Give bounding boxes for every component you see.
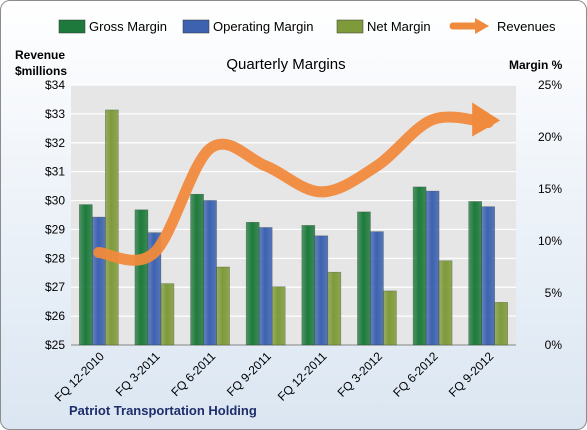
x-tick-label: FQ 12-2010 (52, 349, 107, 404)
bar-operating-margin (92, 216, 106, 346)
bar-operating-margin (258, 227, 273, 346)
bar-net-margin (216, 266, 230, 346)
legend-label: Gross Margin (89, 19, 167, 34)
y-right-tick-label: 15% (538, 182, 562, 196)
bar-net-margin (271, 286, 286, 346)
bar-operating-margin (425, 190, 440, 346)
revenue-line (93, 102, 501, 266)
revenue-point (209, 147, 212, 150)
y-right-tick-label: 20% (538, 130, 562, 144)
bar-gross-margin (412, 186, 427, 346)
legend-arrow-icon (475, 18, 489, 34)
y-left-title-line1: Revenue (15, 48, 65, 62)
legend-label: Revenues (497, 19, 556, 34)
legend-swatch-gross-margin (58, 19, 86, 34)
revenue-line-path (93, 111, 494, 266)
source-label: Patriot Transportation Holding (69, 403, 257, 418)
bar-gross-margin (301, 225, 316, 346)
bar-gross-margin (134, 209, 149, 346)
x-tick-label: FQ 9-2012 (446, 349, 497, 400)
bar-gross-margin (79, 204, 93, 346)
y-right-ticks: 0% 5% 10% 15% 20% 25% (538, 78, 562, 352)
bar-gross-margin (468, 201, 482, 346)
chart-title: Quarterly Margins (226, 56, 345, 73)
bar-operating-margin (203, 200, 217, 346)
y-left-tick-label: $33 (45, 107, 65, 121)
bar-operating-margin (370, 231, 384, 346)
bar-gross-margin (245, 221, 260, 346)
bars (79, 109, 508, 346)
y-right-title: Margin % (509, 58, 563, 72)
revenue-arrowhead (472, 102, 501, 137)
revenue-point (320, 190, 323, 193)
legend-label: Operating Margin (213, 19, 313, 34)
x-tick-label: FQ 9-2011 (224, 349, 274, 399)
bar-operating-margin (481, 206, 495, 346)
bar-gross-margin (190, 193, 204, 346)
y-left-tick-label: $28 (45, 251, 65, 265)
y-right-tick-label: 10% (538, 234, 562, 248)
y-right-tick-label: 0% (545, 338, 563, 352)
y-left-tick-label: $34 (45, 78, 65, 92)
revenue-point (264, 164, 267, 167)
revenue-point (97, 251, 100, 254)
legend-swatch-operating-margin (182, 19, 210, 34)
bar-net-margin (494, 302, 508, 346)
legend: Gross Margin Operating Margin Net Margin Re… (58, 18, 556, 34)
revenue-point (487, 121, 490, 124)
y-left-ticks: $25 $26 $27 $28 $29 $30 $31 $32 $33 $34 (45, 78, 65, 352)
y-right-tick-label: 5% (545, 286, 563, 300)
y-right-tick-label: 25% (538, 78, 562, 92)
y-left-tick-label: $31 (45, 165, 65, 179)
bar-gross-margin (357, 211, 371, 346)
y-left-tick-label: $26 (45, 309, 65, 323)
bar-net-margin (160, 283, 175, 346)
x-tick-label: FQ 12-2011 (275, 349, 330, 404)
legend-swatch-net-margin (336, 19, 364, 34)
bar-net-margin (383, 290, 397, 346)
x-tick-label: FQ 6-2012 (390, 349, 441, 400)
bar-net-margin (438, 260, 453, 346)
revenue-point (153, 251, 156, 254)
y-left-tick-label: $29 (45, 222, 65, 236)
revenue-point (375, 164, 378, 167)
bar-net-margin (105, 109, 119, 346)
y-left-tick-label: $25 (45, 338, 65, 352)
y-left-tick-label: $27 (45, 280, 65, 294)
revenue-point (431, 118, 434, 121)
y-left-tick-label: $32 (45, 136, 65, 150)
y-left-title-line2: $millions (15, 64, 67, 78)
legend-label: Net Margin (367, 19, 431, 34)
x-tick-label: FQ 3-2012 (335, 349, 386, 400)
y-left-tick-label: $30 (45, 194, 65, 208)
x-tick-label: FQ 3-2011 (113, 349, 163, 399)
bar-net-margin (327, 271, 342, 346)
bar-operating-margin (314, 235, 329, 346)
x-tick-label: FQ 6-2011 (168, 349, 218, 399)
x-ticks: FQ 12-2010 FQ 3-2011 FQ 6-2011 FQ 9-2011 FQ … (52, 349, 497, 404)
